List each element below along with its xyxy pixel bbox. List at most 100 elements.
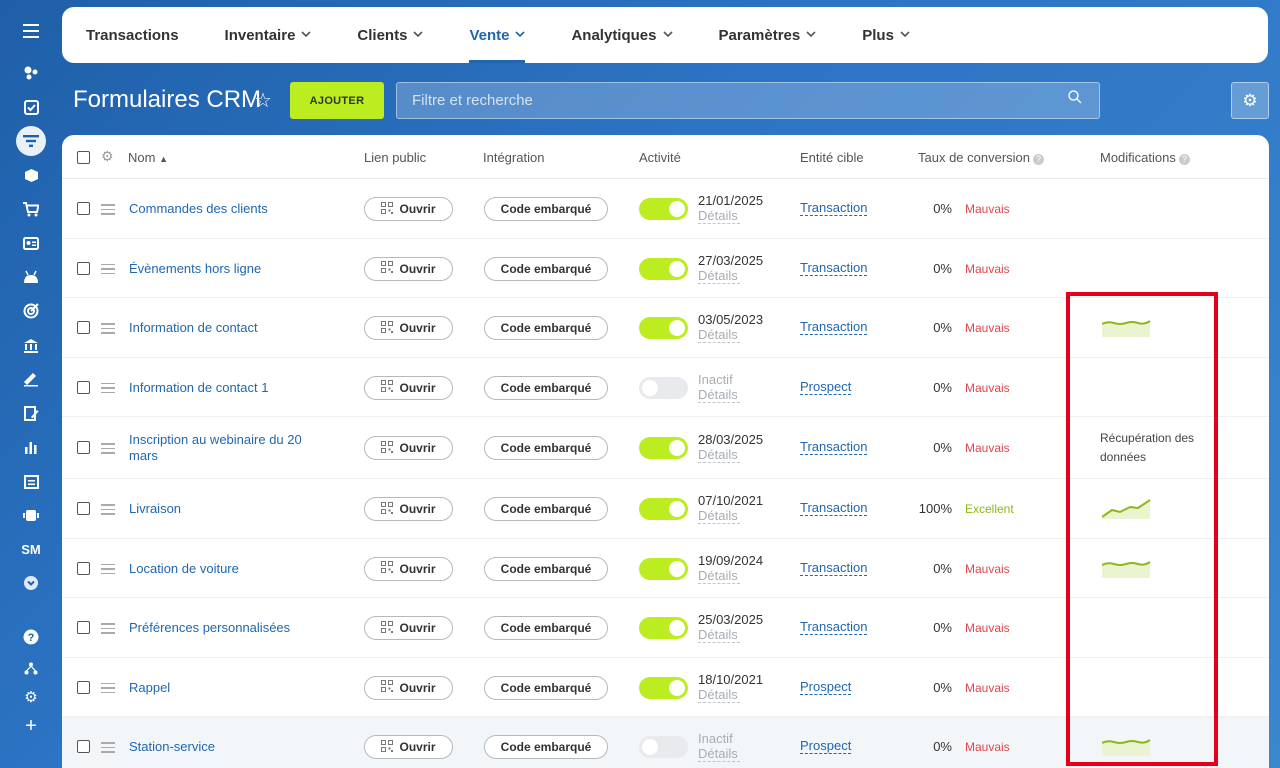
open-public-link-button[interactable]: Ouvrir [364, 316, 453, 340]
target-entity-link[interactable]: Transaction [800, 319, 868, 335]
open-public-link-button[interactable]: Ouvrir [364, 497, 453, 521]
android-icon[interactable] [11, 260, 51, 294]
target-entity-link[interactable]: Transaction [800, 259, 868, 276]
row-checkbox[interactable] [77, 261, 90, 275]
column-settings-icon[interactable]: ⚙ [101, 148, 114, 164]
details-link[interactable]: Détails [698, 568, 740, 584]
drag-handle-icon[interactable] [101, 682, 115, 697]
embed-code-button[interactable]: Code embarqué [484, 375, 608, 400]
form-name-link[interactable]: Préférences personnalisées [129, 620, 291, 635]
row-checkbox[interactable] [77, 441, 90, 454]
form-name-link[interactable]: Location de voiture [129, 560, 239, 576]
form-name-link[interactable]: Inscription au webinaire du 20 mars [129, 432, 302, 463]
star-icon[interactable]: ☆ [254, 90, 272, 112]
table-row[interactable]: Location de voiture Ouvrir Code embarqué… [62, 539, 1269, 598]
row-checkbox[interactable] [77, 202, 90, 215]
row-checkbox[interactable] [77, 380, 90, 394]
table-row[interactable]: Rappel Ouvrir Code embarqué 18/10/2021 D… [62, 658, 1269, 717]
table-row[interactable]: Information de contact 1 Ouvrir Code emb… [62, 358, 1269, 417]
nav-vente[interactable]: Vente [469, 7, 526, 63]
row-checkbox[interactable] [77, 561, 90, 575]
activity-toggle[interactable] [639, 557, 688, 580]
table-row[interactable]: Inscription au webinaire du 20 mars Ouvr… [62, 417, 1269, 479]
embed-code-button[interactable]: Code embarqué [484, 616, 608, 640]
activity-toggle[interactable] [639, 676, 688, 699]
row-checkbox[interactable] [77, 740, 90, 753]
drag-handle-icon[interactable] [101, 623, 115, 637]
bank-icon[interactable] [11, 328, 51, 362]
table-row[interactable]: Commandes des clients Ouvrir Code embarq… [62, 179, 1269, 239]
help-icon[interactable]: ? [1033, 154, 1045, 165]
nav-inventaire[interactable]: Inventaire [225, 7, 312, 63]
drag-handle-icon[interactable] [101, 204, 115, 218]
document-edit-icon[interactable] [11, 396, 51, 430]
target-entity-link[interactable]: Transaction [800, 619, 868, 635]
open-public-link-button[interactable]: Ouvrir [364, 675, 453, 700]
target-entity-link[interactable]: Prospect [800, 378, 852, 395]
target-entity-link[interactable]: Transaction [800, 200, 868, 216]
details-link[interactable]: Détails [698, 387, 740, 403]
search-input[interactable] [396, 82, 1100, 119]
embed-code-button[interactable]: Code embarqué [484, 556, 608, 581]
target-icon[interactable] [11, 294, 51, 328]
embed-code-button[interactable]: Code embarqué [484, 256, 608, 281]
cart-icon[interactable] [11, 192, 51, 226]
details-link[interactable]: Détails [698, 687, 740, 703]
nav-analytiques[interactable]: Analytiques [571, 7, 673, 63]
target-entity-link[interactable]: Transaction [800, 559, 868, 576]
details-link[interactable]: Détails [698, 627, 740, 643]
open-public-link-button[interactable]: Ouvrir [364, 735, 453, 759]
table-row[interactable]: Information de contact Ouvrir Code embar… [62, 298, 1269, 358]
form-name-link[interactable]: Évènements hors ligne [129, 260, 262, 276]
form-name-link[interactable]: Information de contact 1 [129, 379, 269, 395]
drag-handle-icon[interactable] [101, 443, 115, 457]
help-icon[interactable]: ? [11, 620, 51, 654]
sm-text[interactable]: SM [11, 532, 51, 566]
form-name-link[interactable]: Commandes des clients [129, 201, 268, 216]
sales-icon[interactable] [11, 56, 51, 90]
signature-icon[interactable] [11, 362, 51, 396]
nav-transactions[interactable]: Transactions [86, 7, 179, 63]
drag-handle-icon[interactable] [101, 504, 115, 518]
nav-parametres[interactable]: Paramètres [719, 7, 817, 63]
details-link[interactable]: Détails [698, 447, 740, 463]
activity-toggle[interactable] [639, 376, 688, 399]
open-public-link-button[interactable]: Ouvrir [364, 556, 453, 581]
help-icon[interactable]: ? [1178, 154, 1190, 165]
settings-button[interactable]: ⚙ [1231, 82, 1269, 119]
embed-code-button[interactable]: Code embarqué [484, 197, 608, 221]
nav-clients[interactable]: Clients [357, 7, 424, 63]
activity-toggle[interactable] [639, 617, 688, 639]
menu-icon[interactable] [11, 14, 51, 48]
target-entity-link[interactable]: Prospect [800, 738, 852, 754]
video-icon[interactable] [11, 498, 51, 532]
row-checkbox[interactable] [77, 321, 90, 334]
embed-code-button[interactable]: Code embarqué [484, 675, 608, 700]
crm-forms-icon[interactable] [16, 126, 46, 156]
row-checkbox[interactable] [77, 621, 90, 634]
activity-toggle[interactable] [639, 498, 688, 520]
form-name-link[interactable]: Information de contact [129, 320, 258, 335]
details-link[interactable]: Détails [698, 508, 740, 524]
open-public-link-button[interactable]: Ouvrir [364, 375, 453, 400]
select-all-checkbox[interactable] [77, 151, 90, 164]
box-icon[interactable] [11, 158, 51, 192]
details-link[interactable]: Détails [698, 327, 740, 343]
activity-toggle[interactable] [639, 198, 688, 220]
drag-handle-icon[interactable] [101, 742, 115, 756]
open-public-link-button[interactable]: Ouvrir [364, 616, 453, 640]
embed-code-button[interactable]: Code embarqué [484, 316, 608, 340]
table-row[interactable]: Évènements hors ligne Ouvrir Code embarq… [62, 239, 1269, 298]
details-link[interactable]: Détails [698, 268, 740, 284]
table-row[interactable]: Station-service Ouvrir Code embarqué Ina… [62, 717, 1269, 768]
row-checkbox[interactable] [77, 680, 90, 694]
drag-handle-icon[interactable] [101, 382, 115, 397]
drag-handle-icon[interactable] [101, 323, 115, 337]
tasks-icon[interactable] [11, 90, 51, 124]
open-public-link-button[interactable]: Ouvrir [364, 256, 453, 281]
activity-toggle[interactable] [639, 317, 688, 339]
table-row[interactable]: Livraison Ouvrir Code embarqué 07/10/202… [62, 479, 1269, 539]
analytics-icon[interactable] [11, 430, 51, 464]
form-name-link[interactable]: Rappel [129, 679, 171, 695]
settings-icon[interactable]: ⚙ [24, 689, 38, 706]
